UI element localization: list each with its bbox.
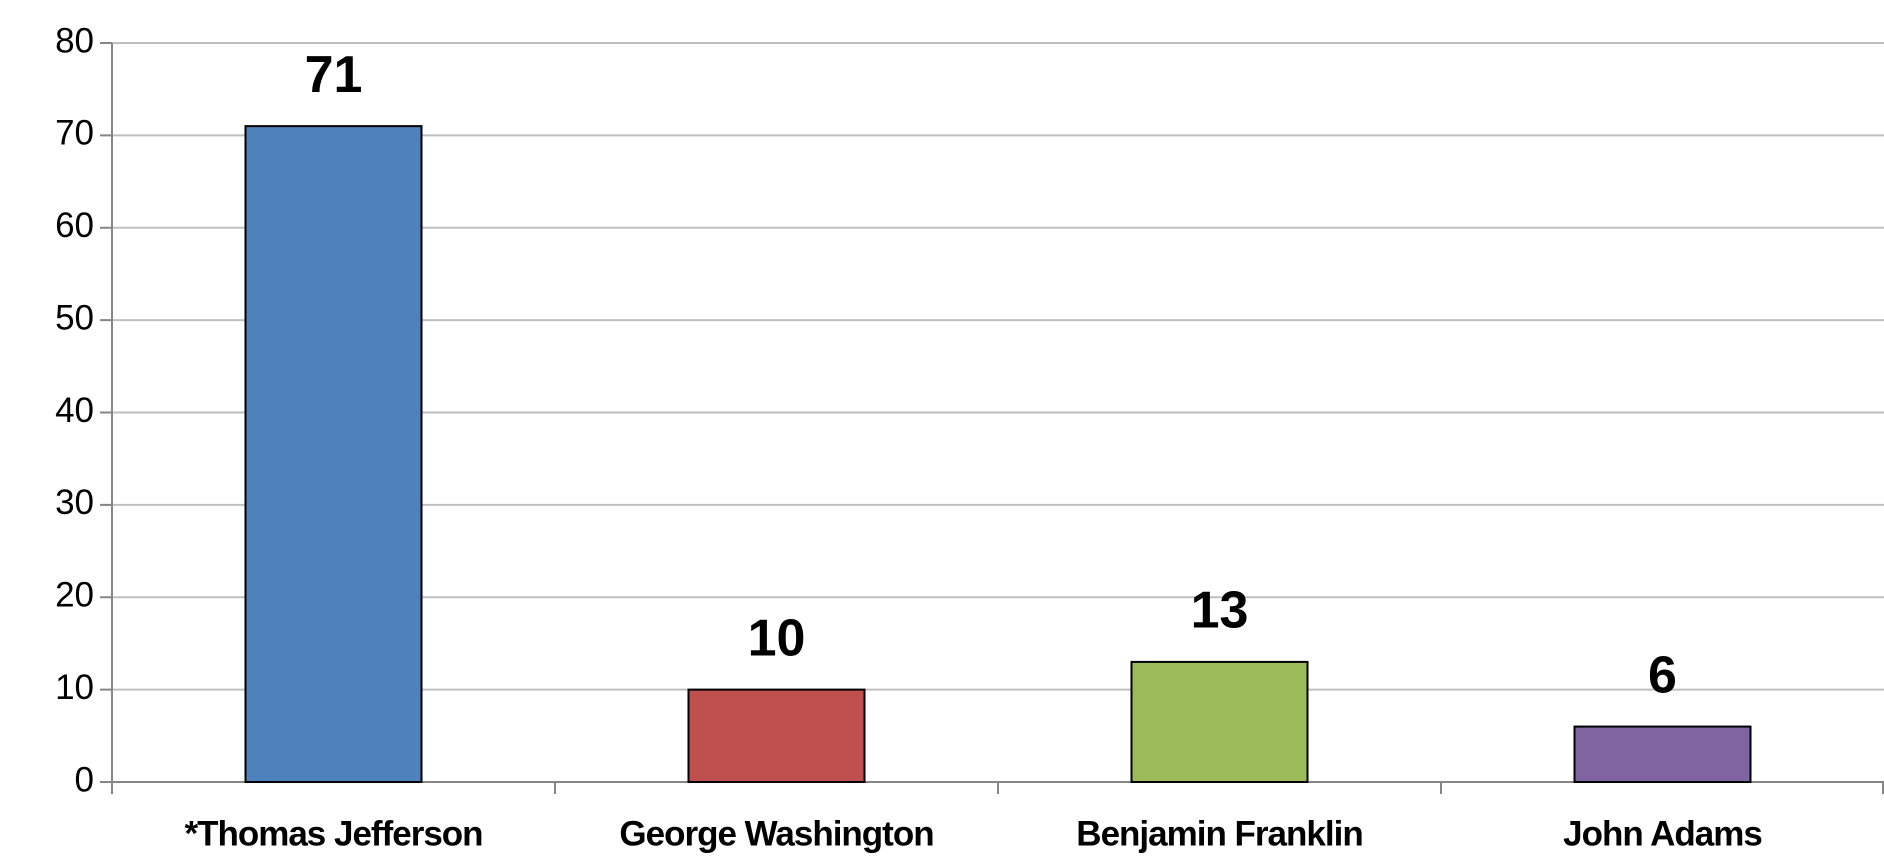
value-label: 71 — [305, 46, 363, 104]
bar — [1130, 660, 1309, 783]
x-tick-label: *Thomas Jefferson — [184, 814, 482, 853]
y-tick-label: 40 — [55, 391, 94, 430]
y-tick-label: 60 — [55, 206, 94, 245]
x-tick-label: Benjamin Franklin — [1076, 814, 1362, 853]
value-label: 13 — [1191, 582, 1249, 640]
value-label: 6 — [1648, 646, 1677, 704]
y-tick-label: 80 — [55, 21, 94, 60]
y-tick-label: 70 — [55, 114, 94, 153]
x-tick-label: John Adams — [1563, 814, 1762, 853]
y-tick-label: 10 — [55, 668, 94, 707]
bar — [687, 688, 866, 783]
value-label: 10 — [748, 609, 806, 667]
y-tick-label: 30 — [55, 483, 94, 522]
y-tick-label: 50 — [55, 298, 94, 337]
y-tick-label: 20 — [55, 576, 94, 615]
y-tick-label: 0 — [75, 760, 94, 799]
bar — [1573, 725, 1752, 784]
x-tick-label: George Washington — [619, 814, 933, 853]
bar — [244, 125, 423, 783]
